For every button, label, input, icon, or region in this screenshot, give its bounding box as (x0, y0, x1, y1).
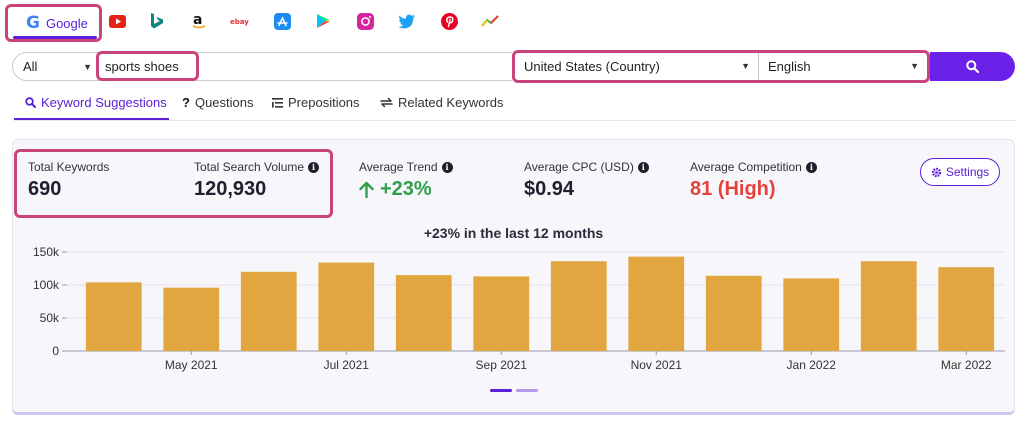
chart-bar (938, 267, 995, 351)
language-select[interactable]: English ▼ (759, 53, 927, 80)
chevron-down-icon: ▼ (910, 61, 919, 71)
locale-selects: United States (Country) ▼ English ▼ (512, 50, 930, 83)
metric-total-volume-value: 120,930 (194, 178, 267, 200)
chart-bar (473, 276, 530, 351)
chart-bar (705, 275, 762, 351)
engine-google-label: Google (45, 15, 88, 31)
search-icon (966, 60, 979, 73)
keyword-input[interactable]: sports shoes (96, 51, 512, 81)
scope-select-value: All (23, 59, 38, 74)
chart-bar (860, 261, 917, 351)
pinterest-icon[interactable] (440, 12, 458, 30)
settings-button-label: Settings (945, 165, 990, 179)
svg-text:a: a (193, 12, 202, 28)
search-button[interactable] (930, 52, 1015, 81)
metric-average-competition: Average Competition i 81 (High) (690, 160, 817, 201)
language-select-value: English (768, 59, 811, 74)
metrics-card: Total Keywords 690 Total Search Volume i… (12, 139, 1015, 415)
tab-active-underline (14, 118, 169, 120)
chevron-down-icon: ▼ (741, 61, 750, 71)
info-icon[interactable]: i (805, 161, 817, 173)
search-engine-bar: G Google a ebay (0, 0, 1024, 44)
engine-google-tab[interactable]: G Google (5, 4, 102, 42)
x-tick-label: Nov 2021 (631, 358, 683, 372)
y-tick-label: 50k (40, 311, 60, 325)
y-tick-label: 100k (33, 278, 60, 292)
tab-questions[interactable]: ? Questions (182, 95, 254, 110)
chart-title: +23% in the last 12 months (423, 225, 604, 241)
search-icon (25, 97, 36, 108)
metric-total-keywords-value: 690 (28, 178, 62, 200)
chart-bar (395, 275, 452, 351)
metric-average-trend-value: +23% (380, 178, 432, 200)
chart-bar (550, 261, 607, 351)
trends-icon[interactable] (481, 12, 499, 30)
metric-average-cpc: Average CPC (USD) i $0.94 (524, 160, 649, 201)
info-icon[interactable]: i (441, 161, 453, 173)
google-icon: G (26, 13, 40, 33)
keyword-input-value[interactable]: sports shoes (96, 51, 199, 81)
scope-select[interactable]: All ▼ (12, 52, 98, 81)
x-tick-label: Mar 2022 (941, 358, 992, 372)
search-volume-chart: 0 50k 100k 150k May 2021 Jul 2021 Sep 2021 Nov … (33, 245, 1005, 372)
chart-bar (85, 282, 142, 351)
metric-total-volume-label: Total Search Volume (194, 160, 305, 174)
engine-active-underline (13, 36, 97, 39)
instagram-icon[interactable] (356, 12, 374, 30)
country-select-value: United States (Country) (524, 59, 660, 74)
info-icon[interactable]: i (637, 161, 649, 173)
metric-average-trend: Average Trend i +23% (359, 160, 453, 201)
pager-dot[interactable] (516, 389, 538, 392)
tab-prepositions[interactable]: Prepositions (272, 95, 360, 110)
chart-pager (490, 389, 538, 392)
tab-keyword-suggestions-label: Keyword Suggestions (41, 95, 167, 110)
x-tick-label: Jul 2021 (324, 358, 370, 372)
youtube-icon[interactable] (108, 12, 126, 30)
tab-related-keywords-label: Related Keywords (398, 95, 504, 110)
country-select[interactable]: United States (Country) ▼ (515, 53, 759, 80)
chevron-down-icon: ▼ (83, 62, 92, 72)
metric-average-competition-value: 81 (High) (690, 178, 776, 200)
bing-icon[interactable] (148, 12, 166, 30)
gear-icon (931, 167, 942, 177)
chart-bar (318, 262, 375, 351)
result-tabs: Keyword Suggestions ? Questions Preposit… (14, 89, 1016, 121)
info-icon[interactable]: i (308, 161, 320, 173)
chart-bar (628, 256, 685, 351)
x-tick-label: May 2021 (165, 358, 218, 372)
metric-average-trend-label: Average Trend (359, 160, 438, 174)
y-tick-label: 150k (33, 245, 60, 259)
x-tick-label: Sep 2021 (476, 358, 528, 372)
search-form: All ▼ sports shoes United States (Countr… (12, 50, 1015, 83)
arrow-up-icon (359, 181, 374, 198)
metric-average-cpc-label: Average CPC (USD) (524, 160, 634, 174)
tab-related-keywords[interactable]: Related Keywords (380, 95, 504, 110)
tab-prepositions-label: Prepositions (288, 95, 360, 110)
metric-average-cpc-value: $0.94 (524, 178, 575, 200)
chart-bar (240, 271, 297, 351)
app-store-icon[interactable] (273, 12, 291, 30)
swap-icon (380, 97, 393, 108)
tab-keyword-suggestions[interactable]: Keyword Suggestions (25, 95, 167, 110)
x-tick-label: Jan 2022 (787, 358, 837, 372)
pager-dot-active[interactable] (490, 389, 512, 392)
list-icon (272, 97, 283, 108)
question-icon: ? (182, 95, 190, 110)
metric-total-keywords: Total Keywords 690 (28, 160, 109, 201)
y-tick-label: 0 (52, 344, 59, 358)
chart-bar (783, 278, 840, 351)
ebay-icon[interactable]: ebay (229, 12, 251, 30)
svg-text:ebay: ebay (230, 18, 249, 26)
settings-button[interactable]: Settings (920, 158, 1000, 186)
twitter-icon[interactable] (398, 12, 416, 30)
play-store-icon[interactable] (314, 12, 332, 30)
metrics-highlight (14, 149, 333, 218)
metric-total-volume: Total Search Volume i 120,930 (194, 160, 320, 201)
amazon-icon[interactable]: a (190, 12, 208, 30)
metric-total-keywords-label: Total Keywords (28, 160, 110, 174)
chart-bar (163, 287, 220, 351)
tab-questions-label: Questions (194, 95, 254, 110)
metric-average-competition-label: Average Competition (690, 160, 802, 174)
